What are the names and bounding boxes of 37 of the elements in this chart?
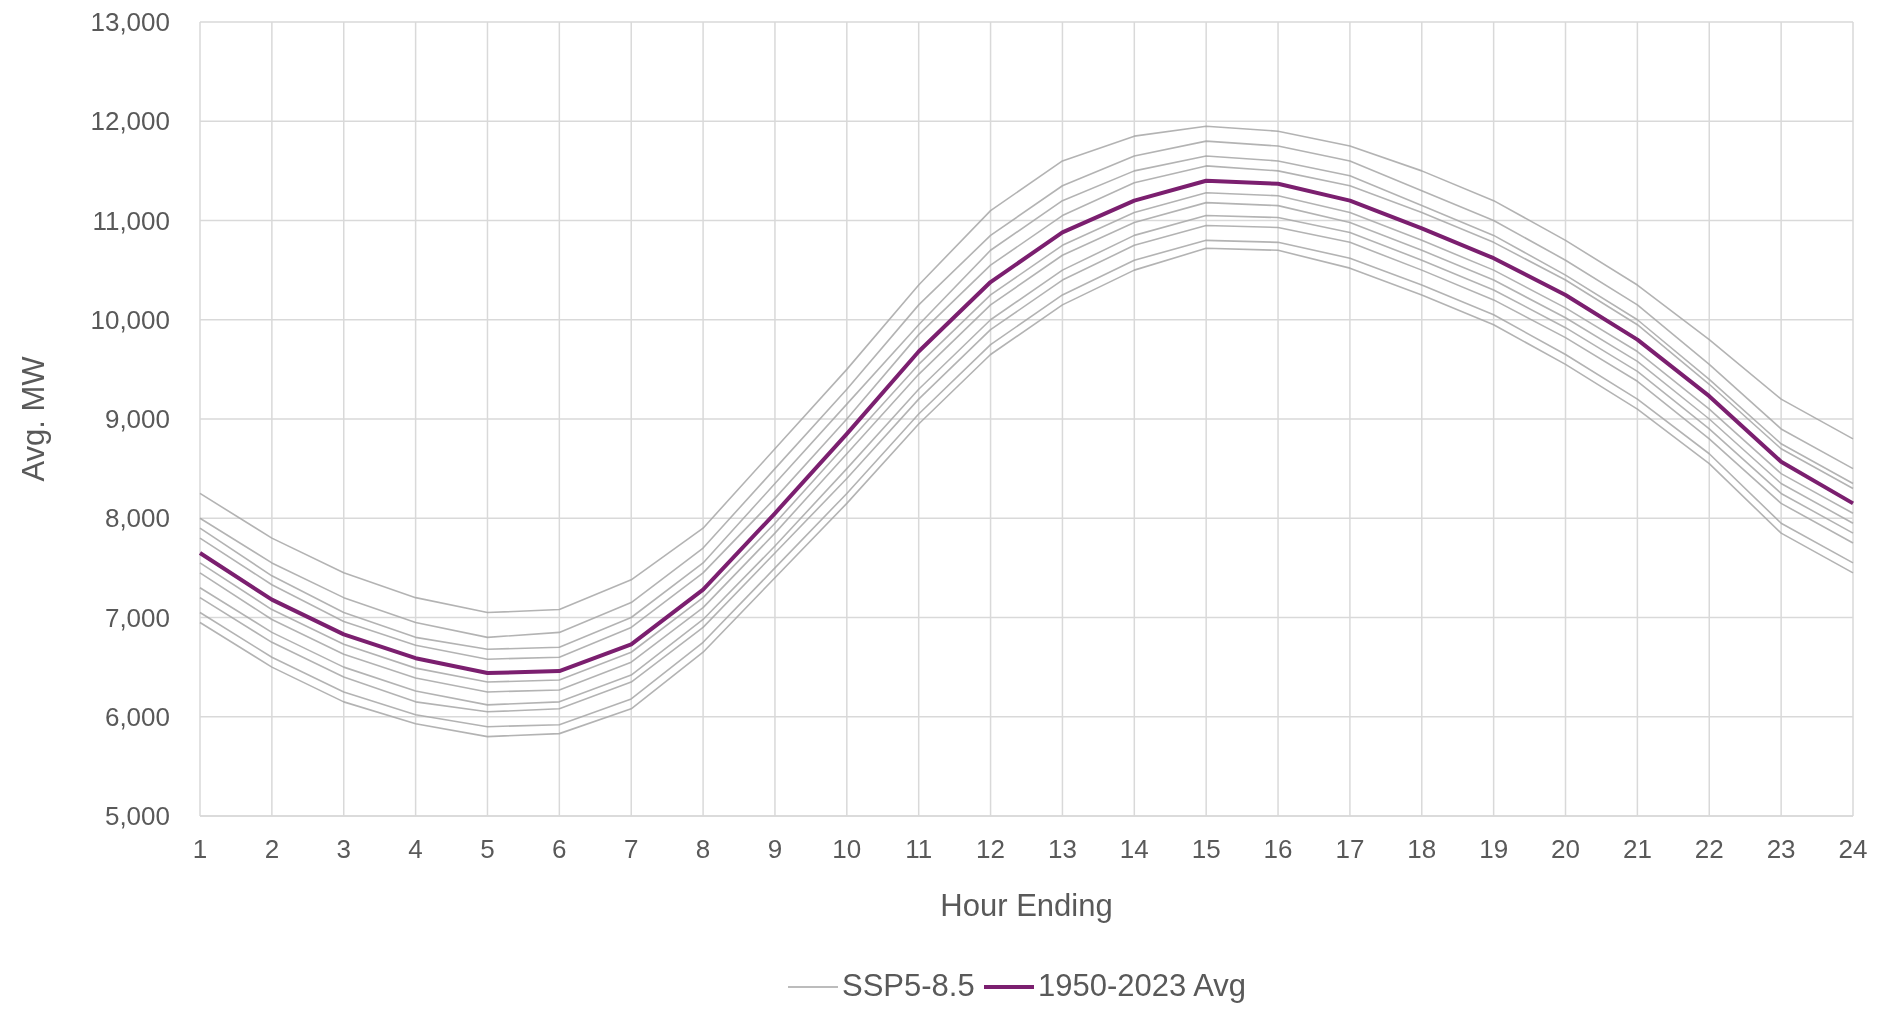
x-tick-label: 17 [1335, 834, 1365, 864]
x-tick-label: 22 [1694, 834, 1724, 864]
x-tick-label: 23 [1766, 834, 1796, 864]
y-tick-label: 9,000 [104, 404, 170, 435]
x-tick-label: 12 [976, 834, 1006, 864]
y-tick-label: 7,000 [104, 602, 170, 633]
legend-label: SSP5-8.5 [842, 968, 975, 1003]
x-tick-label: 4 [408, 834, 423, 864]
x-tick-label: 11 [905, 834, 933, 864]
x-tick-label: 15 [1191, 834, 1221, 864]
x-tick-label: 1 [192, 834, 208, 864]
x-tick-label: 7 [623, 834, 639, 864]
legend-label: 1950-2023 Avg [1038, 968, 1247, 1003]
x-tick-label: 3 [336, 834, 351, 864]
y-tick-label: 12,000 [90, 106, 170, 137]
x-tick-label: 16 [1263, 834, 1293, 864]
x-tick-label: 21 [1622, 834, 1652, 864]
x-tick-label: 6 [552, 834, 567, 864]
x-tick-label: 5 [480, 834, 495, 864]
y-tick-label: 8,000 [104, 503, 170, 534]
x-tick-label: 24 [1838, 834, 1868, 864]
x-tick-label: 8 [695, 834, 711, 864]
y-axis-title: Avg. MW [16, 355, 51, 482]
x-tick-label: 9 [767, 834, 783, 864]
x-tick-label: 2 [264, 834, 280, 864]
x-tick-label: 13 [1047, 834, 1077, 864]
y-tick-label: 5,000 [104, 801, 170, 832]
y-tick-label: 11,000 [92, 205, 170, 236]
x-tick-label: 19 [1479, 834, 1509, 864]
y-tick-label: 6,000 [104, 701, 170, 732]
x-axis-title: Hour Ending [940, 888, 1113, 923]
y-tick-label: 13,000 [90, 7, 170, 38]
x-tick-label: 10 [832, 834, 862, 864]
y-tick-label: 10,000 [90, 304, 170, 335]
x-tick-label: 20 [1551, 834, 1580, 864]
x-tick-label: 18 [1407, 834, 1437, 864]
x-tick-label: 14 [1119, 834, 1149, 864]
